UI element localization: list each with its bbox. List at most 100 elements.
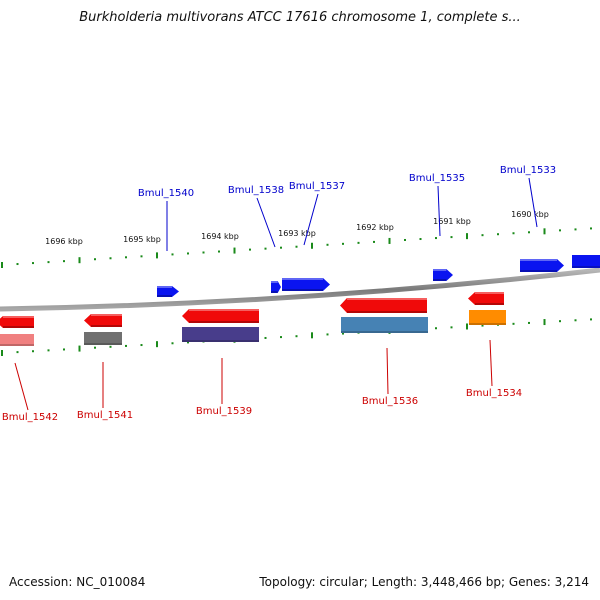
outer-minor-tick (249, 248, 251, 251)
outer-minor-tick (512, 232, 515, 235)
gene-Bmul_1542-highlight (3, 316, 34, 318)
gene-subfeature-Bmul_1539[interactable] (182, 327, 259, 342)
scale-label: 1695 kbp (123, 235, 161, 244)
inner-major-tick (311, 332, 313, 339)
gene-Bmul_1541-shade (91, 325, 122, 327)
inner-minor-tick (450, 326, 453, 329)
gene-Bmul_1539[interactable] (182, 309, 259, 323)
gene-Bmul_1534[interactable] (468, 292, 504, 305)
gene-label-Bmul_1536[interactable]: Bmul_1536 (362, 396, 418, 407)
gene-Bmul_1539-highlight (189, 309, 259, 311)
inner-minor-tick (16, 351, 19, 354)
gene-label-Bmul_1540[interactable]: Bmul_1540 (138, 188, 194, 199)
gene-label-Bmul_1538[interactable]: Bmul_1538 (228, 185, 284, 196)
gene-label-Bmul_1542[interactable]: Bmul_1542 (2, 412, 58, 423)
gene-partial-right[interactable] (572, 255, 600, 268)
gene-subfeature-Bmul_1534[interactable] (469, 310, 506, 325)
gene-subfeature-Bmul_1541[interactable] (84, 332, 122, 345)
scale-label: 1690 kbp (511, 210, 549, 219)
outer-minor-tick (342, 242, 344, 245)
inner-minor-tick (295, 335, 298, 338)
leader-line (14, 362, 29, 411)
scale-labels: 1696 kbp 1695 kbp 1694 kbp 1693 kbp 1692 kbp… (45, 210, 549, 246)
outer-minor-tick (94, 258, 96, 261)
leader-line (437, 185, 441, 237)
inner-minor-tick (32, 350, 34, 353)
map-title: Burkholderia multivorans ATCC 17616 chro… (79, 10, 521, 25)
gene-Bmul_1536-highlight (347, 298, 427, 300)
gene-label-Bmul_1537[interactable]: Bmul_1537 (289, 181, 345, 192)
scale-label: 1696 kbp (45, 237, 83, 246)
outer-minor-tick (218, 250, 220, 253)
outer-minor-tick (202, 251, 205, 254)
outer-minor-tick (125, 256, 127, 259)
outer-minor-tick (32, 262, 34, 265)
gene-Bmul_1535-highlight (433, 269, 447, 271)
gene-Bmul_1536[interactable] (340, 298, 427, 313)
outer-minor-tick (264, 247, 267, 250)
outer-major-tick (311, 242, 313, 249)
gene-subfeature-Bmul_1542[interactable] (0, 334, 34, 346)
gene-features[interactable] (0, 255, 600, 346)
outer-minor-tick (481, 234, 484, 237)
outer-minor-tick (497, 233, 499, 236)
label-leader-lines (14, 177, 538, 411)
inner-major-tick (78, 345, 81, 352)
gene-Bmul_1540[interactable] (157, 286, 179, 297)
gene-label-Bmul_1535[interactable]: Bmul_1535 (409, 173, 465, 184)
gene-Bmul_1537-shade (282, 289, 323, 291)
gene-Bmul_1533[interactable] (520, 259, 564, 272)
inner-minor-tick (342, 332, 344, 335)
outer-major-tick (78, 257, 81, 264)
inner-minor-tick (140, 344, 143, 347)
gene-label-Bmul_1534[interactable]: Bmul_1534 (466, 388, 522, 399)
leader-line (489, 339, 493, 387)
outer-minor-tick (450, 236, 453, 239)
gene-subfeature-Bmul_1539-shade (182, 340, 259, 342)
gene-Bmul_1533-highlight (520, 259, 557, 261)
outer-major-tick (233, 247, 236, 254)
inner-minor-tick (574, 319, 577, 322)
inner-major-tick (466, 323, 468, 330)
gene-labels[interactable]: Bmul_1540 Bmul_1538 Bmul_1537 Bmul_1535 Bmul… (2, 165, 556, 423)
outer-minor-tick (373, 240, 375, 243)
outer-major-tick (388, 237, 391, 244)
gene-subfeature-Bmul_1536[interactable] (341, 317, 428, 333)
outer-minor-tick (140, 255, 143, 258)
gene-subfeature-Bmul_1542-shade (0, 344, 34, 346)
gene-Bmul_1535[interactable] (433, 269, 453, 281)
gene-Bmul_1538[interactable] (271, 281, 281, 293)
scale-label: 1694 kbp (201, 232, 239, 241)
inner-minor-tick (94, 346, 96, 349)
inner-minor-tick (171, 342, 174, 345)
outer-minor-tick (171, 253, 174, 256)
gene-subfeature-Bmul_1534-shade (469, 323, 506, 325)
gene-Bmul_1540-shade (157, 295, 172, 297)
gene-Bmul_1542[interactable] (0, 316, 34, 328)
gene-Bmul_1534-shade (475, 303, 504, 305)
outer-major-tick (156, 252, 158, 259)
gene-Bmul_1537[interactable] (282, 278, 330, 291)
gene-Bmul_1537-highlight (282, 278, 323, 280)
gene-Bmul_1541[interactable] (84, 314, 122, 327)
inner-minor-tick (47, 349, 50, 352)
outer-major-tick (1, 262, 3, 268)
gene-Bmul_1534-highlight (475, 292, 504, 294)
outer-minor-tick (109, 257, 112, 260)
gene-Bmul_1533-shade (520, 270, 557, 272)
outer-minor-tick (559, 229, 561, 232)
gene-label-Bmul_1539[interactable]: Bmul_1539 (196, 406, 252, 417)
gene-Bmul_1538-highlight (271, 281, 278, 283)
inner-minor-tick (125, 344, 127, 347)
gene-label-Bmul_1533[interactable]: Bmul_1533 (500, 165, 556, 176)
gene-label-Bmul_1541[interactable]: Bmul_1541 (77, 410, 133, 421)
inner-major-tick (156, 341, 158, 348)
gene-Bmul_1538-shade (271, 291, 278, 293)
outer-minor-tick (295, 245, 298, 248)
inner-minor-tick (109, 345, 112, 348)
outer-minor-tick (419, 238, 422, 241)
accession-text: Accession: NC_010084 (9, 575, 146, 589)
outer-minor-tick (187, 252, 189, 255)
gene-Bmul_1535-shade (433, 279, 447, 281)
